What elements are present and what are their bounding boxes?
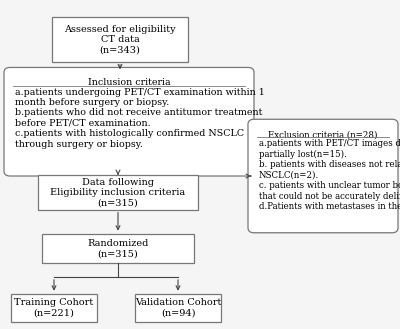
FancyBboxPatch shape	[11, 293, 97, 322]
Text: Inclusion criteria: Inclusion criteria	[88, 78, 170, 87]
FancyBboxPatch shape	[38, 175, 198, 210]
FancyBboxPatch shape	[4, 67, 254, 176]
FancyBboxPatch shape	[135, 293, 221, 322]
FancyBboxPatch shape	[52, 17, 188, 62]
Text: Training Cohort
(n=221): Training Cohort (n=221)	[14, 298, 94, 317]
Text: a.patients undergoing PET/CT examination within 1
month before surgery or biopsy: a.patients undergoing PET/CT examination…	[15, 88, 264, 148]
Text: Data following
Eligibility inclusion criteria
(n=315): Data following Eligibility inclusion cri…	[50, 178, 186, 207]
Text: Validation Cohort
(n=94): Validation Cohort (n=94)	[135, 298, 221, 317]
Text: Randomized
(n=315): Randomized (n=315)	[87, 239, 149, 258]
Text: Exclusion criteria (n=28): Exclusion criteria (n=28)	[268, 130, 378, 139]
FancyBboxPatch shape	[42, 234, 194, 263]
Text: Assessed for eligibility
CT data
(n=343): Assessed for eligibility CT data (n=343)	[64, 25, 176, 54]
FancyBboxPatch shape	[248, 119, 398, 233]
Text: a.patients with PET/CT images data
partially lost(n=15).
b. patients with diseas: a.patients with PET/CT images data parti…	[259, 139, 400, 211]
